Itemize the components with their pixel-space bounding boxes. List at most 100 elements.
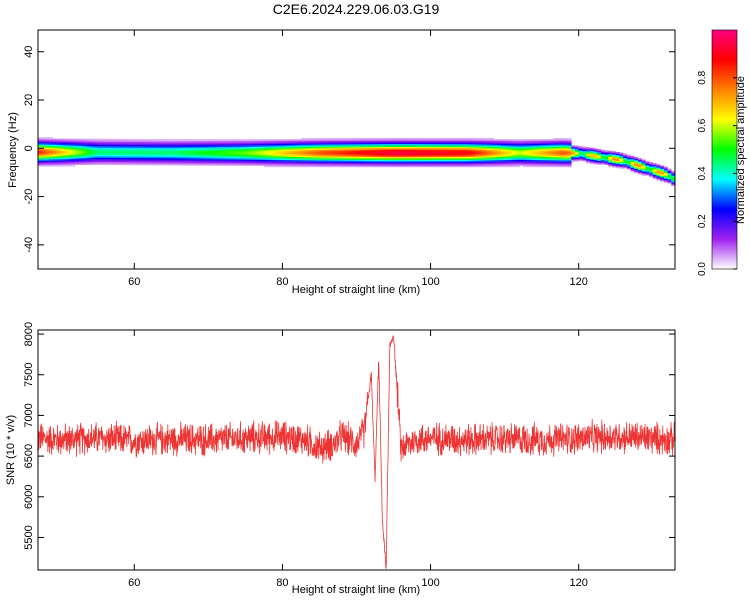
heatmap-cell [363, 143, 368, 146]
heatmap-cell [571, 151, 576, 153]
heatmap-cell [334, 159, 339, 162]
heatmap-cell [115, 138, 120, 141]
heatmap-cell [482, 143, 487, 146]
heatmap-cell [278, 145, 283, 147]
heatmap-cell [486, 156, 491, 159]
heatmap-cell [208, 147, 213, 150]
heatmap-cell [104, 147, 109, 150]
heatmap-cell [304, 158, 309, 160]
heatmap-cell [667, 180, 672, 182]
heatmap-cell [63, 163, 68, 166]
heatmap-cell [445, 142, 450, 145]
heatmap-cell [597, 150, 602, 153]
heatmap-cell [330, 165, 335, 168]
heatmap-cell [426, 150, 431, 153]
heatmap-cell [312, 161, 317, 163]
heatmap-cell [382, 143, 387, 146]
heatmap-cell [256, 146, 261, 149]
heatmap-cell [275, 153, 280, 156]
heatmap-cell [397, 140, 402, 143]
heatmap-cell [530, 159, 535, 162]
heatmap-cell [386, 165, 391, 168]
heatmap-cell [419, 156, 424, 159]
heatmap-cell [200, 149, 205, 152]
heatmap-cell [219, 147, 224, 150]
heatmap-cell [245, 161, 250, 163]
heatmap-cell [252, 148, 257, 150]
heatmap-cell [182, 140, 187, 143]
colorbar-label: Normalized spectral amplitude [735, 76, 747, 224]
heatmap-cell [412, 155, 417, 158]
heatmap-cell [545, 152, 550, 155]
heatmap-cell [471, 161, 476, 163]
heatmap-cell [430, 148, 435, 150]
heatmap-cell [449, 155, 454, 158]
heatmap-cell [219, 159, 224, 162]
heatmap-cell [115, 161, 120, 164]
heatmap-cell [104, 161, 109, 164]
heatmap-cell [378, 155, 383, 158]
heatmap-cell [437, 142, 442, 145]
heatmap-cell [226, 162, 231, 165]
heatmap-cell [552, 158, 557, 160]
heatmap-cell [549, 143, 554, 146]
heatmap-cell [334, 140, 339, 143]
heatmap-cell [300, 159, 305, 162]
heatmap-cell [341, 159, 346, 162]
heatmap-cell [267, 163, 272, 166]
heatmap-x-axis-label: Height of straight line (km) [292, 284, 420, 296]
heatmap-cell [337, 145, 342, 147]
heatmap-cell [175, 140, 180, 143]
heatmap-cell [300, 158, 305, 160]
heatmap-cell [123, 141, 128, 144]
heatmap-cell [604, 155, 609, 158]
heatmap-cell [63, 138, 68, 141]
heatmap-cell [78, 140, 83, 142]
heatmap-cell [212, 159, 217, 162]
heatmap-cell [323, 145, 328, 147]
heatmap-cell [108, 150, 113, 153]
heatmap-cell [512, 145, 517, 147]
heatmap-cell [56, 138, 61, 141]
heatmap-cell [156, 146, 161, 149]
heatmap-cell [108, 151, 113, 154]
heatmap-cell [589, 159, 594, 162]
heatmap-cell [141, 159, 146, 161]
heatmap-cell [275, 140, 280, 143]
heatmap-cell [249, 152, 254, 155]
heatmap-cell [289, 139, 294, 142]
heatmap-cell [337, 155, 342, 158]
heatmap-cell [38, 142, 42, 145]
heatmap-cell [156, 154, 161, 157]
heatmap-cell [504, 156, 509, 159]
heatmap-cell [323, 156, 328, 159]
heatmap-cell [75, 153, 80, 155]
heatmap-cell [393, 165, 398, 168]
heatmap-cell [656, 164, 661, 167]
heatmap-cell [386, 145, 391, 147]
heatmap-cell [467, 145, 472, 147]
heatmap-cell [604, 154, 609, 157]
heatmap-cell [430, 149, 435, 152]
heatmap-cell [337, 165, 342, 168]
heatmap-cell [471, 148, 476, 150]
heatmap-cell [393, 142, 398, 145]
heatmap-cell [508, 150, 513, 153]
heatmap-cell [493, 149, 498, 152]
heatmap-cell [486, 150, 491, 153]
heatmap-cell [45, 158, 50, 161]
heatmap-cell [560, 146, 565, 149]
heatmap-cell [289, 159, 294, 162]
heatmap-cell [278, 159, 283, 162]
heatmap-cell [341, 165, 346, 168]
heatmap-cell [363, 165, 368, 168]
heatmap-cell [167, 142, 172, 144]
heatmap-cell [152, 143, 157, 146]
heatmap-cell [63, 142, 68, 145]
heatmap-cell [312, 142, 317, 145]
heatmap-cell [412, 139, 417, 142]
heatmap-cell [500, 146, 505, 149]
heatmap-cell [71, 157, 76, 160]
heatmap-cell [204, 163, 209, 166]
heatmap-cell [275, 155, 280, 158]
